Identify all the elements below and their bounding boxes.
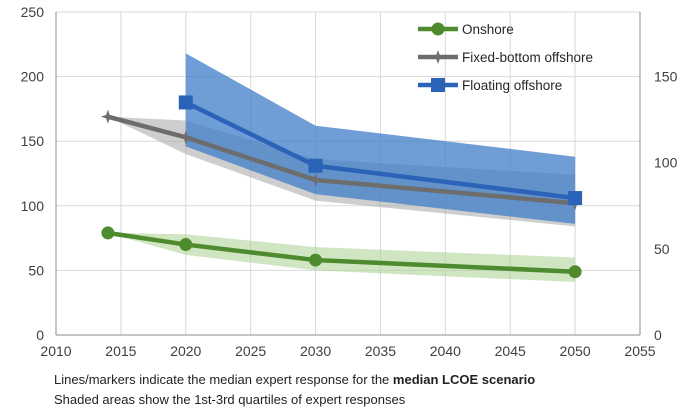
series-0-marker xyxy=(309,253,323,267)
y-left-tick-label: 50 xyxy=(28,262,44,278)
legend-label-1: Fixed-bottom offshore xyxy=(462,50,593,65)
series-0-marker xyxy=(101,226,115,240)
series-2-marker xyxy=(308,158,323,173)
series-line-1 xyxy=(105,114,578,206)
x-tick-label: 2045 xyxy=(495,343,526,359)
y-right-tick-label: 0 xyxy=(654,327,662,343)
x-tick-label: 2050 xyxy=(560,343,591,359)
band-2 xyxy=(185,53,576,224)
x-tick-label: 2030 xyxy=(300,343,331,359)
x-tick-label: 2015 xyxy=(105,343,136,359)
y-right-tick-label: 100 xyxy=(654,155,678,171)
caption-line-2: Shaded areas show the 1st-3rd quartiles … xyxy=(54,392,406,407)
x-tick-label: 2010 xyxy=(40,343,71,359)
y-right-tick-label: 150 xyxy=(654,69,678,85)
series-2-marker xyxy=(568,191,583,206)
caption-line-1-prefix: Lines/markers indicate the median expert… xyxy=(54,372,393,387)
y-left-tick-label: 250 xyxy=(21,4,45,20)
x-tick-label: 2025 xyxy=(235,343,266,359)
x-tick-label: 2035 xyxy=(365,343,396,359)
caption-line-1: Lines/markers indicate the median expert… xyxy=(54,372,535,387)
series-0-marker xyxy=(568,265,582,279)
y-left-tick-label: 150 xyxy=(21,133,45,149)
x-tick-label: 2020 xyxy=(170,343,201,359)
legend-marker-1 xyxy=(431,50,445,64)
legend-marker-2 xyxy=(431,78,445,92)
y-right-tick-label: 50 xyxy=(654,241,670,257)
y-left-tick-label: 100 xyxy=(21,198,45,214)
legend-label-2: Floating offshore xyxy=(462,78,562,93)
y-left-tick-label: 200 xyxy=(21,69,45,85)
axes: 2010 2015 2020 2025 2030 2035 2040 2045 2050 2055… xyxy=(21,4,678,359)
legend-marker-0 xyxy=(431,22,445,36)
series-0-marker xyxy=(179,238,193,252)
legend: Onshore Fixed-bottom offshore Floating off… xyxy=(418,22,593,93)
y-left-tick-label: 0 xyxy=(36,327,44,343)
series-1-marker xyxy=(308,172,323,187)
series-2-marker xyxy=(178,95,193,110)
caption-line-1-bold: median LCOE scenario xyxy=(392,372,536,387)
x-tick-label: 2055 xyxy=(624,343,655,359)
series-markers xyxy=(100,95,583,279)
series-1-marker xyxy=(100,109,115,124)
quartile-bands xyxy=(107,53,576,283)
series-1-marker xyxy=(178,130,193,145)
legend-label-0: Onshore xyxy=(462,22,514,37)
band-0 xyxy=(107,232,576,283)
series-line-0 xyxy=(105,230,578,274)
x-tick-label: 2040 xyxy=(430,343,461,359)
